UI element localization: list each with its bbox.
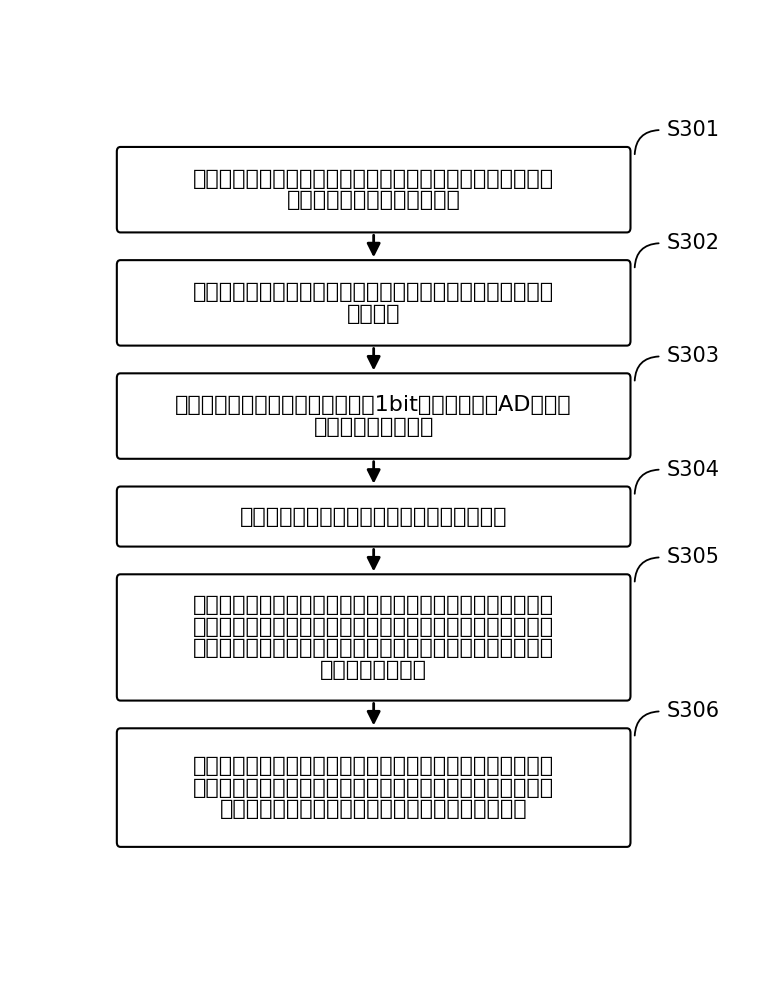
Text: S304: S304 bbox=[666, 460, 719, 480]
FancyBboxPatch shape bbox=[117, 487, 631, 547]
Text: 行去斜处理得到去斜回波信号: 行去斜处理得到去斜回波信号 bbox=[286, 190, 461, 210]
Text: 对频移处理后的去斜回波信号进行1bit量化，并进行AD数据采: 对频移处理后的去斜回波信号进行1bit量化，并进行AD数据采 bbox=[175, 395, 572, 415]
FancyBboxPatch shape bbox=[117, 147, 631, 232]
Text: 各个通道的单快拍信号构造伪协方差矩阵，并对所述伪协方差: 各个通道的单快拍信号构造伪协方差矩阵，并对所述伪协方差 bbox=[193, 638, 554, 658]
FancyBboxPatch shape bbox=[117, 373, 631, 459]
Text: 对去斜回波信号进行频移处理以使去斜回波信号的频带与高次: 对去斜回波信号进行频移处理以使去斜回波信号的频带与高次 bbox=[193, 282, 554, 302]
Text: 空间；并根据信号子空间和噪声子空间的正交关系构造空间谱: 空间；并根据信号子空间和噪声子空间的正交关系构造空间谱 bbox=[193, 778, 554, 798]
Text: 函数，搜索空间谱函数的峰值得到波达方向的估计值: 函数，搜索空间谱函数的峰值得到波达方向的估计值 bbox=[220, 799, 528, 819]
FancyBboxPatch shape bbox=[117, 728, 631, 847]
FancyBboxPatch shape bbox=[117, 260, 631, 346]
Text: S302: S302 bbox=[666, 233, 719, 253]
Text: 然后对伪协方差矩阵进行特征值分解得到信号子空间和噪声子: 然后对伪协方差矩阵进行特征值分解得到信号子空间和噪声子 bbox=[193, 756, 554, 776]
Text: S305: S305 bbox=[666, 547, 719, 567]
Text: S303: S303 bbox=[666, 346, 719, 366]
Text: 进行波达方向估计，并输出各个通道的单快拍信号，然后利用: 进行波达方向估计，并输出各个通道的单快拍信号，然后利用 bbox=[193, 617, 554, 637]
Text: 对去斜信号数据进行傅里叶变换得到频域数据: 对去斜信号数据进行傅里叶变换得到频域数据 bbox=[240, 507, 508, 527]
FancyBboxPatch shape bbox=[117, 574, 631, 701]
Text: S301: S301 bbox=[666, 120, 719, 140]
Text: 矩阵进行共轭增强: 矩阵进行共轭增强 bbox=[320, 660, 427, 680]
Text: 谐波分开: 谐波分开 bbox=[347, 304, 400, 324]
Text: S306: S306 bbox=[666, 701, 720, 721]
Text: 获取阵列雷达检测到的被探测目标的回波信号并对回波信号进: 获取阵列雷达检测到的被探测目标的回波信号并对回波信号进 bbox=[193, 169, 554, 189]
Text: 集得到去斜信号数据: 集得到去斜信号数据 bbox=[313, 417, 434, 437]
Text: 将频域数据输入用于波达方向估计并使用均匀线阵的信号模型: 将频域数据输入用于波达方向估计并使用均匀线阵的信号模型 bbox=[193, 595, 554, 615]
